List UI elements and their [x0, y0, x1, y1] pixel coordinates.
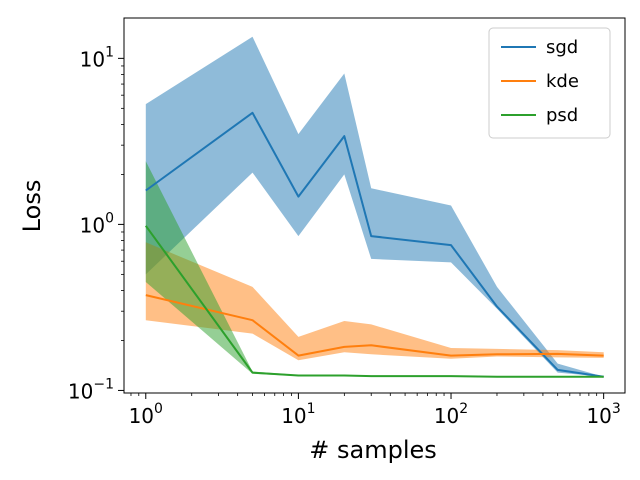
x-tick-label: 100 [129, 401, 163, 428]
kde-band [145, 242, 604, 361]
legend-label-kde: kde [546, 71, 579, 92]
sgd-band [145, 36, 604, 377]
kde-line [145, 294, 604, 357]
y-tick-label: 100 [80, 210, 114, 237]
axis-ticks: 100 101 102 103 10−1 100 101 [68, 44, 621, 428]
x-tick-label: 101 [281, 401, 315, 428]
legend-box [488, 27, 611, 139]
legend: sgd kde psd [488, 27, 611, 139]
x-axis-label: # samples [309, 436, 437, 464]
x-tick-label: 102 [434, 401, 468, 428]
legend-label-sgd: sgd [546, 37, 578, 58]
plot-area [144, 36, 604, 378]
y-tick-label: 10−1 [68, 376, 114, 403]
x-tick-label: 103 [586, 401, 620, 428]
y-tick-label: 101 [80, 44, 114, 71]
y-axis-label: Loss [18, 180, 46, 233]
axes-frame [123, 17, 626, 394]
legend-label-psd: psd [546, 105, 578, 126]
sgd-line [145, 111, 604, 378]
psd-line [144, 225, 604, 378]
